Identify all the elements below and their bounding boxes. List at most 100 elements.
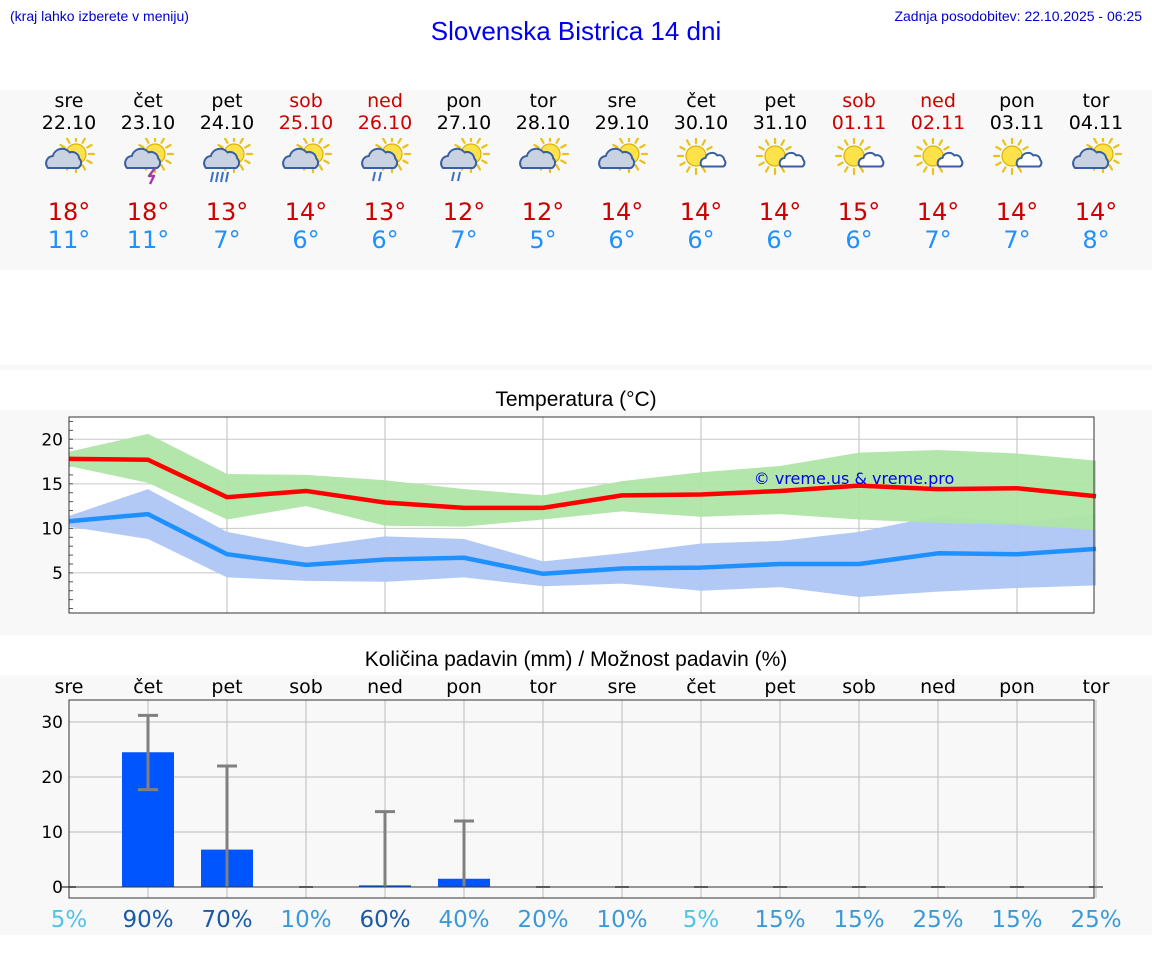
max-temperature: 13° [205, 198, 249, 226]
x-day-label: sob [289, 676, 323, 698]
sun-cloud-icon [913, 136, 965, 186]
day-name: ned [920, 90, 956, 112]
day-name: sre [54, 90, 84, 112]
day-date: 25.10 [278, 112, 334, 134]
x-day-label: tor [530, 676, 557, 698]
day-date: 28.10 [515, 112, 571, 134]
min-temperature: 6° [845, 226, 873, 254]
forecast-band [0, 90, 1152, 270]
max-temperature: 18° [47, 198, 91, 226]
precipitation-probability: 10% [280, 907, 331, 933]
day-date: 03.11 [989, 112, 1045, 134]
min-temperature-line [68, 511, 1097, 577]
x-day-label: pon [999, 676, 1035, 698]
x-day-label: sre [55, 676, 84, 698]
day-date: 30.10 [673, 112, 729, 134]
x-day-label: čet [133, 676, 163, 698]
min-temperature: 5° [529, 226, 557, 254]
cloud-sun-icon [44, 134, 96, 186]
day-name: tor [1082, 90, 1110, 112]
x-day-label: pon [446, 676, 482, 698]
max-temperature-line [68, 456, 1097, 511]
min-temperature: 11° [47, 226, 91, 254]
last-updated-label: Zadnja posodobitev: 22.10.2025 - 06:25 [894, 8, 1142, 24]
y-tick-label: 20 [41, 768, 63, 788]
max-temperature: 14° [600, 198, 644, 226]
cloud-sun-icon [281, 134, 333, 186]
y-tick-label: 15 [41, 475, 63, 495]
precipitation-probability: 25% [912, 907, 963, 933]
day-name: sob [842, 90, 876, 112]
max-temperature: 14° [284, 198, 328, 226]
y-tick-label: 10 [41, 519, 63, 539]
x-day-label: tor [1083, 676, 1110, 698]
max-temperature: 12° [521, 198, 565, 226]
plot-frame [68, 699, 1095, 899]
min-temperature: 7° [924, 226, 952, 254]
day-date: 24.10 [199, 112, 255, 134]
x-day-label: pet [211, 676, 242, 698]
day-date: 02.11 [910, 112, 966, 134]
cloud-sun-icon [518, 134, 570, 186]
max-temperature: 12° [442, 198, 486, 226]
precipitation-chart-title: Količina padavin (mm) / Možnost padavin … [364, 648, 788, 671]
forecast-days: sre 22.10 18° 11° čet 23.10 18° 11° pet 24.10 13° 7… [0, 90, 1152, 270]
max-temperature: 14° [995, 198, 1039, 226]
max-range-band [69, 433, 1096, 531]
min-temperature: 11° [126, 226, 170, 254]
cloud-sun-rain-icon [439, 134, 491, 186]
location-menu-hint: (kraj lahko izberete v meniju) [10, 8, 189, 24]
max-temperature: 14° [1074, 198, 1118, 226]
y-tick-label: 20 [41, 430, 63, 450]
sun-cloud-icon [755, 136, 807, 186]
min-temperature: 7° [213, 226, 241, 254]
day-date: 31.10 [752, 112, 808, 134]
day-date: 01.11 [831, 112, 887, 134]
day-name: pon [446, 90, 482, 112]
precipitation-probability: 15% [991, 907, 1042, 933]
sun-cloud-icon [676, 136, 728, 186]
min-temperature: 8° [1082, 226, 1110, 254]
precipitation-chart: sre čet pet sob ned pon tor sre čet pet sob ned pon t… [41, 676, 1121, 933]
temperature-chart: 5 10 15 20 © vreme.us & vreme.pro [41, 416, 1097, 614]
precipitation-probability: 10% [596, 907, 647, 933]
watermark: © vreme.us & vreme.pro [754, 469, 955, 488]
day-date: 23.10 [120, 112, 176, 134]
max-temperature: 15° [837, 198, 881, 226]
min-temperature: 7° [450, 226, 478, 254]
cloud-sun-heavy-rain-icon [202, 134, 254, 186]
precipitation-probability: 20% [517, 907, 568, 933]
precipitation-probability: 60% [359, 907, 410, 933]
max-temperature: 13° [363, 198, 407, 226]
day-name: tor [529, 90, 557, 112]
day-date: 26.10 [357, 112, 413, 134]
day-name: pet [211, 90, 243, 112]
min-temperature: 6° [766, 226, 794, 254]
day-name: sob [289, 90, 323, 112]
cloud-sun-rain-icon [360, 134, 412, 186]
day-name: pon [999, 90, 1035, 112]
x-day-label: sre [608, 676, 637, 698]
day-date: 29.10 [594, 112, 650, 134]
precipitation-probability: 70% [201, 907, 252, 933]
min-temperature: 6° [608, 226, 636, 254]
cloud-sun-thunder-icon [123, 134, 175, 186]
day-name: ned [367, 90, 403, 112]
y-tick-label: 0 [52, 878, 63, 898]
day-date: 04.11 [1068, 112, 1124, 134]
plot-frame [68, 416, 1095, 614]
day-name: čet [133, 90, 163, 112]
x-day-label: sob [842, 676, 876, 698]
day-name: čet [686, 90, 716, 112]
sun-cloud-icon [834, 136, 886, 186]
max-temperature: 14° [916, 198, 960, 226]
x-day-label: čet [686, 676, 716, 698]
precipitation-probability: 25% [1070, 907, 1121, 933]
max-temperature: 14° [679, 198, 723, 226]
precipitation-probability: 40% [438, 907, 489, 933]
min-temperature: 7° [1003, 226, 1031, 254]
min-temperature: 6° [292, 226, 320, 254]
precipitation-probability: 5% [51, 907, 88, 933]
y-tick-label: 30 [41, 713, 63, 733]
min-temperature: 6° [371, 226, 399, 254]
